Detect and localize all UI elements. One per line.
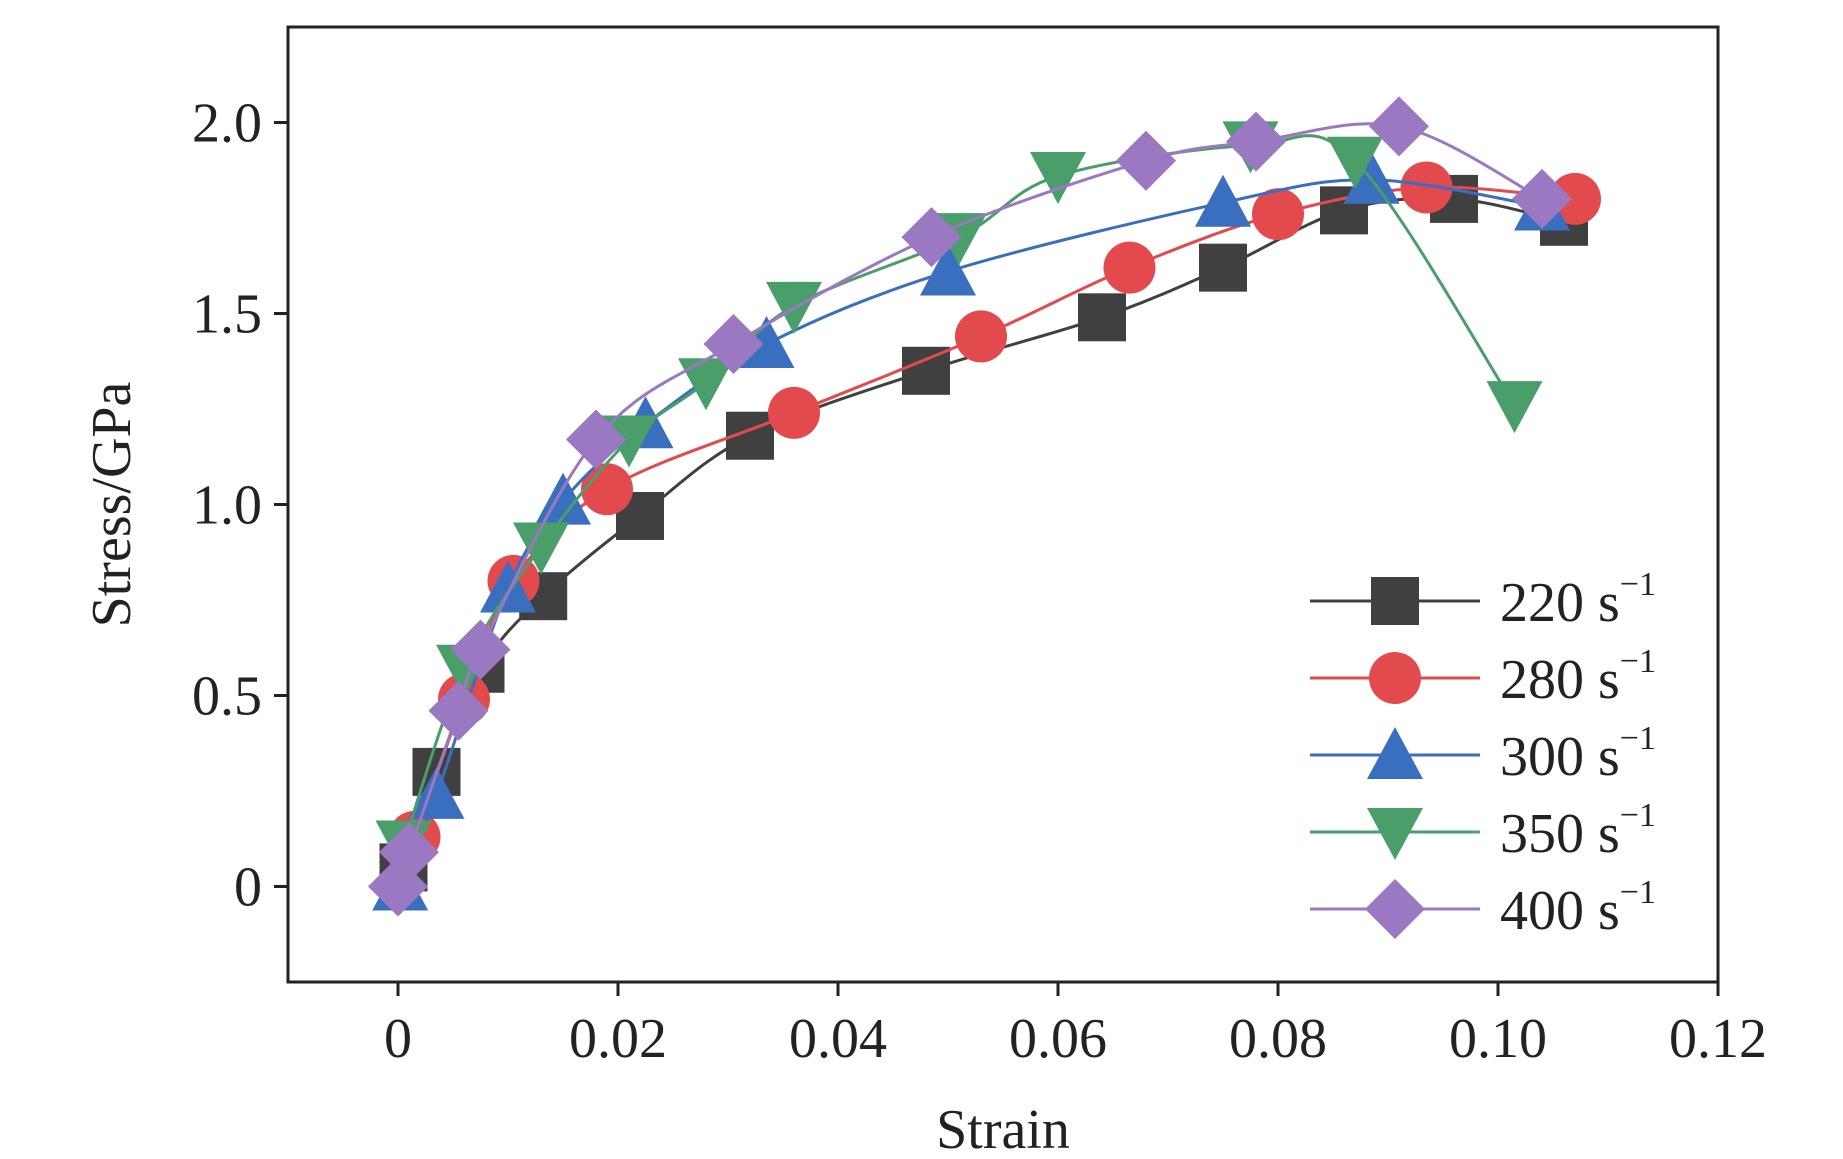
legend-label: 280 s−1 <box>1500 643 1656 711</box>
y-tick-label: 1.0 <box>192 475 262 537</box>
data-point <box>1116 130 1176 191</box>
data-point <box>1327 136 1383 189</box>
legend-item: 400 s−1 <box>1310 874 1656 942</box>
legend-marker <box>1369 652 1421 704</box>
legend-item: 300 s−1 <box>1310 720 1656 788</box>
x-tick-label: 0.08 <box>1229 1008 1327 1070</box>
data-point <box>1199 243 1247 292</box>
data-point <box>901 207 962 268</box>
x-tick-label: 0.10 <box>1449 1008 1547 1070</box>
x-axis-title: Strain <box>936 1099 1070 1159</box>
data-point <box>450 619 511 680</box>
data-point <box>408 766 465 819</box>
data-point <box>1030 151 1086 204</box>
data-point <box>902 346 950 395</box>
series-layer <box>368 96 1601 917</box>
series-5 <box>368 96 1572 917</box>
legend-label: 300 s−1 <box>1500 720 1656 788</box>
data-point <box>1549 172 1601 225</box>
data-point <box>566 409 626 470</box>
data-point <box>1195 174 1251 227</box>
data-point <box>1369 96 1429 157</box>
y-tick-label: 0 <box>234 857 262 919</box>
data-point <box>1512 168 1572 229</box>
legend-item: 220 s−1 <box>1310 566 1656 634</box>
legend-item: 350 s−1 <box>1310 797 1656 865</box>
data-point <box>379 822 439 883</box>
legend-label: 400 s−1 <box>1500 874 1656 942</box>
data-point <box>1400 161 1453 214</box>
data-point <box>1226 111 1286 172</box>
legend-item: 280 s−1 <box>1310 643 1656 711</box>
data-point <box>703 314 764 375</box>
series-line <box>398 178 1543 888</box>
data-point <box>920 243 976 296</box>
legend-marker <box>1367 808 1423 860</box>
y-axis-title: Stress/GPa <box>81 381 143 627</box>
data-point <box>428 680 489 741</box>
data-point <box>678 358 734 411</box>
x-tick-label: 0.06 <box>1009 1008 1107 1070</box>
legend-label: 350 s−1 <box>1500 797 1656 865</box>
x-tick-label: 0.02 <box>569 1008 667 1070</box>
data-point <box>1103 241 1156 294</box>
x-tick-label: 0.04 <box>789 1008 887 1070</box>
data-point <box>1252 188 1304 241</box>
y-tick-label: 0.5 <box>192 666 262 728</box>
y-tick-label: 1.5 <box>192 284 262 346</box>
x-tick-label: 0 <box>384 1008 412 1070</box>
legend-label: 220 s−1 <box>1500 566 1656 634</box>
legend-marker <box>1365 879 1425 939</box>
y-tick-label: 2.0 <box>192 93 262 155</box>
data-point <box>480 560 536 613</box>
legend: 220 s−1 280 s−1 300 s−1 350 s−1 400 s−1 <box>1310 566 1656 942</box>
legend-marker <box>1367 727 1423 779</box>
axes: 0 0.02 0.04 0.06 0.08 0.10 0.12 0 0.5 1.0 1.5 2.0 <box>192 25 1767 1070</box>
data-point <box>513 522 569 575</box>
data-point <box>955 310 1007 363</box>
legend-marker <box>1371 577 1419 625</box>
data-point <box>768 386 820 439</box>
data-point <box>1486 381 1543 434</box>
x-tick-label: 0.12 <box>1669 1008 1767 1070</box>
data-point <box>1078 293 1126 342</box>
